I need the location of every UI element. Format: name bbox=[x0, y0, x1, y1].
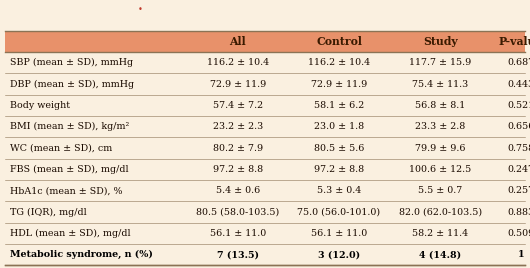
Text: 79.9 ± 9.6: 79.9 ± 9.6 bbox=[415, 144, 465, 152]
Text: 80.5 (58.0-103.5): 80.5 (58.0-103.5) bbox=[196, 207, 279, 217]
Text: 75.4 ± 11.3: 75.4 ± 11.3 bbox=[412, 80, 469, 89]
Text: HDL (mean ± SD), mg/dl: HDL (mean ± SD), mg/dl bbox=[10, 229, 130, 238]
Text: 4 (14.8): 4 (14.8) bbox=[419, 250, 461, 259]
Text: 116.2 ± 10.4: 116.2 ± 10.4 bbox=[308, 58, 370, 67]
Text: 72.9 ± 11.9: 72.9 ± 11.9 bbox=[311, 80, 367, 89]
Text: 1: 1 bbox=[517, 250, 524, 259]
Text: 116.2 ± 10.4: 116.2 ± 10.4 bbox=[207, 58, 269, 67]
Text: 75.0 (56.0-101.0): 75.0 (56.0-101.0) bbox=[297, 207, 381, 217]
Text: TG (IQR), mg/dl: TG (IQR), mg/dl bbox=[10, 207, 86, 217]
Text: 0.687: 0.687 bbox=[507, 58, 530, 67]
Text: 0.509: 0.509 bbox=[507, 229, 530, 238]
Text: 0.257: 0.257 bbox=[507, 186, 530, 195]
Text: 117.7 ± 15.9: 117.7 ± 15.9 bbox=[409, 58, 471, 67]
Text: 5.4 ± 0.6: 5.4 ± 0.6 bbox=[216, 186, 260, 195]
Bar bbox=[5, 31, 525, 52]
Text: DBP (mean ± SD), mmHg: DBP (mean ± SD), mmHg bbox=[10, 80, 134, 89]
Text: 5.5 ± 0.7: 5.5 ± 0.7 bbox=[418, 186, 462, 195]
Text: 23.2 ± 2.3: 23.2 ± 2.3 bbox=[213, 122, 263, 131]
Text: FBS (mean ± SD), mg/dl: FBS (mean ± SD), mg/dl bbox=[10, 165, 128, 174]
Text: P-value: P-value bbox=[499, 36, 530, 47]
Text: 7 (13.5): 7 (13.5) bbox=[217, 250, 259, 259]
Text: 56.8 ± 8.1: 56.8 ± 8.1 bbox=[415, 101, 465, 110]
Text: 0.247: 0.247 bbox=[507, 165, 530, 174]
Text: 0.656: 0.656 bbox=[507, 122, 530, 131]
Text: 97.2 ± 8.8: 97.2 ± 8.8 bbox=[314, 165, 364, 174]
Text: 0.758: 0.758 bbox=[507, 144, 530, 152]
Text: 80.5 ± 5.6: 80.5 ± 5.6 bbox=[314, 144, 364, 152]
Text: 57.4 ± 7.2: 57.4 ± 7.2 bbox=[213, 101, 263, 110]
Text: 56.1 ± 11.0: 56.1 ± 11.0 bbox=[209, 229, 266, 238]
Text: 0.443: 0.443 bbox=[507, 80, 530, 89]
Text: 58.2 ± 11.4: 58.2 ± 11.4 bbox=[412, 229, 469, 238]
Text: 56.1 ± 11.0: 56.1 ± 11.0 bbox=[311, 229, 367, 238]
Text: 80.2 ± 7.9: 80.2 ± 7.9 bbox=[213, 144, 263, 152]
Text: 5.3 ± 0.4: 5.3 ± 0.4 bbox=[317, 186, 361, 195]
Text: 0.883: 0.883 bbox=[507, 207, 530, 217]
Text: 97.2 ± 8.8: 97.2 ± 8.8 bbox=[213, 165, 263, 174]
Text: Control: Control bbox=[316, 36, 362, 47]
Text: •: • bbox=[138, 5, 143, 14]
Text: 58.1 ± 6.2: 58.1 ± 6.2 bbox=[314, 101, 364, 110]
Text: 0.521: 0.521 bbox=[507, 101, 530, 110]
Text: HbA1c (mean ± SD), %: HbA1c (mean ± SD), % bbox=[10, 186, 122, 195]
Text: 72.9 ± 11.9: 72.9 ± 11.9 bbox=[209, 80, 266, 89]
Text: Body weight: Body weight bbox=[10, 101, 69, 110]
Text: BMI (mean ± SD), kg/m²: BMI (mean ± SD), kg/m² bbox=[10, 122, 129, 131]
Text: SBP (mean ± SD), mmHg: SBP (mean ± SD), mmHg bbox=[10, 58, 132, 67]
Text: Metabolic syndrome, n (%): Metabolic syndrome, n (%) bbox=[10, 250, 153, 259]
Text: 23.3 ± 2.8: 23.3 ± 2.8 bbox=[415, 122, 465, 131]
Text: 23.0 ± 1.8: 23.0 ± 1.8 bbox=[314, 122, 364, 131]
Text: 82.0 (62.0-103.5): 82.0 (62.0-103.5) bbox=[399, 207, 482, 217]
Text: All: All bbox=[229, 36, 246, 47]
Text: Study: Study bbox=[423, 36, 458, 47]
Text: 3 (12.0): 3 (12.0) bbox=[318, 250, 360, 259]
Text: 100.6 ± 12.5: 100.6 ± 12.5 bbox=[409, 165, 471, 174]
Text: WC (mean ± SD), cm: WC (mean ± SD), cm bbox=[10, 144, 112, 152]
